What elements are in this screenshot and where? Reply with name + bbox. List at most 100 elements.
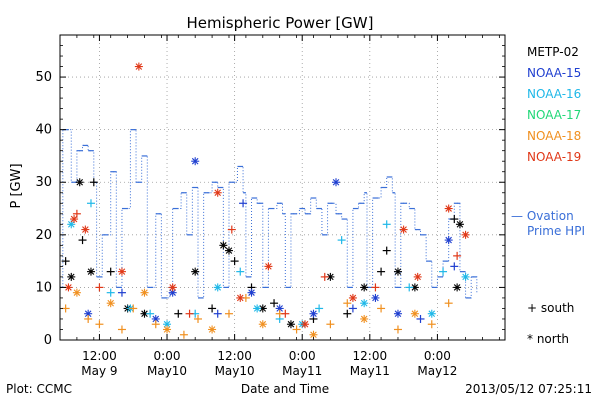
x-tick-label: 0:00	[424, 349, 451, 363]
noaa-19-south-point	[227, 225, 236, 234]
noaa-15-south-point	[450, 262, 459, 271]
noaa-15-north-point	[332, 178, 341, 187]
x-tick-date-label: May12	[417, 364, 457, 378]
x-tick-label: 12:00	[217, 349, 252, 363]
metp-02-south-point	[450, 215, 459, 224]
noaa-19-south-point	[320, 272, 329, 281]
plot-timestamp: 2013/05/12 07:25:11	[465, 382, 592, 396]
noaa-19-north-point	[213, 188, 222, 197]
noaa-19-north-point	[64, 283, 73, 292]
x-tick-label: 0:00	[289, 349, 316, 363]
y-tick-label: 0	[44, 333, 52, 348]
noaa-15-north-point	[84, 309, 93, 318]
noaa-16-north-point	[67, 220, 76, 229]
x-tick-date-label: May 9	[81, 364, 117, 378]
metp-02-north-point	[86, 267, 95, 276]
noaa-15-north-point	[309, 309, 318, 318]
legend-ovation-label-2: Prime HPI	[527, 224, 585, 238]
plot-credit: Plot: CCMC	[6, 382, 72, 396]
noaa-19-south-point	[72, 209, 81, 218]
data-points	[61, 62, 470, 339]
x-tick-label: 12:00	[353, 349, 388, 363]
metp-02-south-point	[174, 309, 183, 318]
noaa-19-south-point	[453, 251, 462, 260]
noaa-18-north-point	[163, 325, 172, 334]
x-tick-label: 0:00	[154, 349, 181, 363]
metp-02-north-point	[455, 220, 464, 229]
noaa-19-south-point	[281, 309, 290, 318]
noaa-18-north-point	[106, 299, 115, 308]
noaa-18-south-point	[117, 325, 126, 334]
ovation-hpi-line	[60, 129, 478, 299]
noaa-16-south-point	[315, 304, 324, 313]
metp-02-north-point	[75, 178, 84, 187]
noaa-18-north-point	[208, 325, 217, 334]
chart-title: Hemispheric Power [GW]	[187, 14, 374, 32]
metp-02-north-point	[219, 241, 228, 250]
noaa-16-north-point	[253, 304, 262, 313]
y-tick-label: 50	[35, 70, 52, 85]
noaa-15-south-point	[348, 304, 357, 313]
noaa-18-south-point	[393, 325, 402, 334]
legend-item: METP-02	[527, 45, 579, 59]
noaa-16-south-point	[337, 236, 346, 245]
metp-02-south-point	[230, 257, 239, 266]
noaa-19-north-point	[117, 267, 126, 276]
x-tick-date-label: May10	[147, 364, 187, 378]
noaa-19-north-point	[444, 204, 453, 213]
metp-02-north-point	[67, 272, 76, 281]
metp-02-south-point	[89, 178, 98, 187]
noaa-15-north-point	[168, 288, 177, 297]
legend-item: NOAA-15	[527, 66, 581, 80]
noaa-16-south-point	[86, 199, 95, 208]
x-tick-date-label: May10	[215, 364, 255, 378]
noaa-19-north-point	[348, 293, 357, 302]
noaa-19-north-point	[264, 262, 273, 271]
noaa-16-north-point	[360, 299, 369, 308]
y-tick-label: 40	[35, 123, 52, 138]
noaa-18-south-point	[292, 325, 301, 334]
noaa-18-south-point	[377, 304, 386, 313]
noaa-18-north-point	[360, 314, 369, 323]
metp-02-north-point	[410, 283, 419, 292]
noaa-19-north-point	[399, 225, 408, 234]
metp-02-south-point	[78, 236, 87, 245]
noaa-16-north-point	[213, 283, 222, 292]
noaa-15-south-point	[117, 288, 126, 297]
y-tick-label: 10	[35, 280, 52, 295]
metp-02-north-point	[286, 320, 295, 329]
legend-item: NOAA-18	[527, 129, 581, 143]
metp-02-north-point	[224, 246, 233, 255]
legend-ovation-label: — Ovation	[511, 209, 574, 223]
noaa-19-north-point	[301, 320, 310, 329]
noaa-16-north-point	[461, 272, 470, 281]
noaa-19-south-point	[185, 309, 194, 318]
noaa-15-north-point	[444, 236, 453, 245]
plot-frame	[59, 34, 506, 341]
metp-02-north-point	[191, 267, 200, 276]
noaa-18-south-point	[129, 304, 138, 313]
noaa-19-north-point	[81, 225, 90, 234]
noaa-18-south-point	[179, 330, 188, 339]
noaa-15-north-point	[247, 288, 256, 297]
noaa-15-south-point	[213, 309, 222, 318]
noaa-19-north-point	[134, 62, 143, 71]
noaa-18-south-point	[95, 320, 104, 329]
metp-02-south-point	[61, 257, 70, 266]
noaa-19-south-point	[371, 283, 380, 292]
noaa-19-north-point	[70, 215, 79, 224]
noaa-18-north-point	[258, 320, 267, 329]
noaa-18-south-point	[326, 320, 335, 329]
noaa-18-north-point	[140, 288, 149, 297]
y-tick-label: 30	[35, 175, 52, 190]
noaa-19-north-point	[168, 283, 177, 292]
x-tick-date-label: May11	[350, 364, 390, 378]
grid-lines	[60, 35, 505, 341]
noaa-18-south-point	[427, 320, 436, 329]
noaa-19-north-point	[236, 293, 245, 302]
legend-north-marker: * north	[527, 332, 569, 346]
noaa-16-north-point	[427, 309, 436, 318]
noaa-18-north-point	[72, 288, 81, 297]
metp-02-south-point	[343, 309, 352, 318]
